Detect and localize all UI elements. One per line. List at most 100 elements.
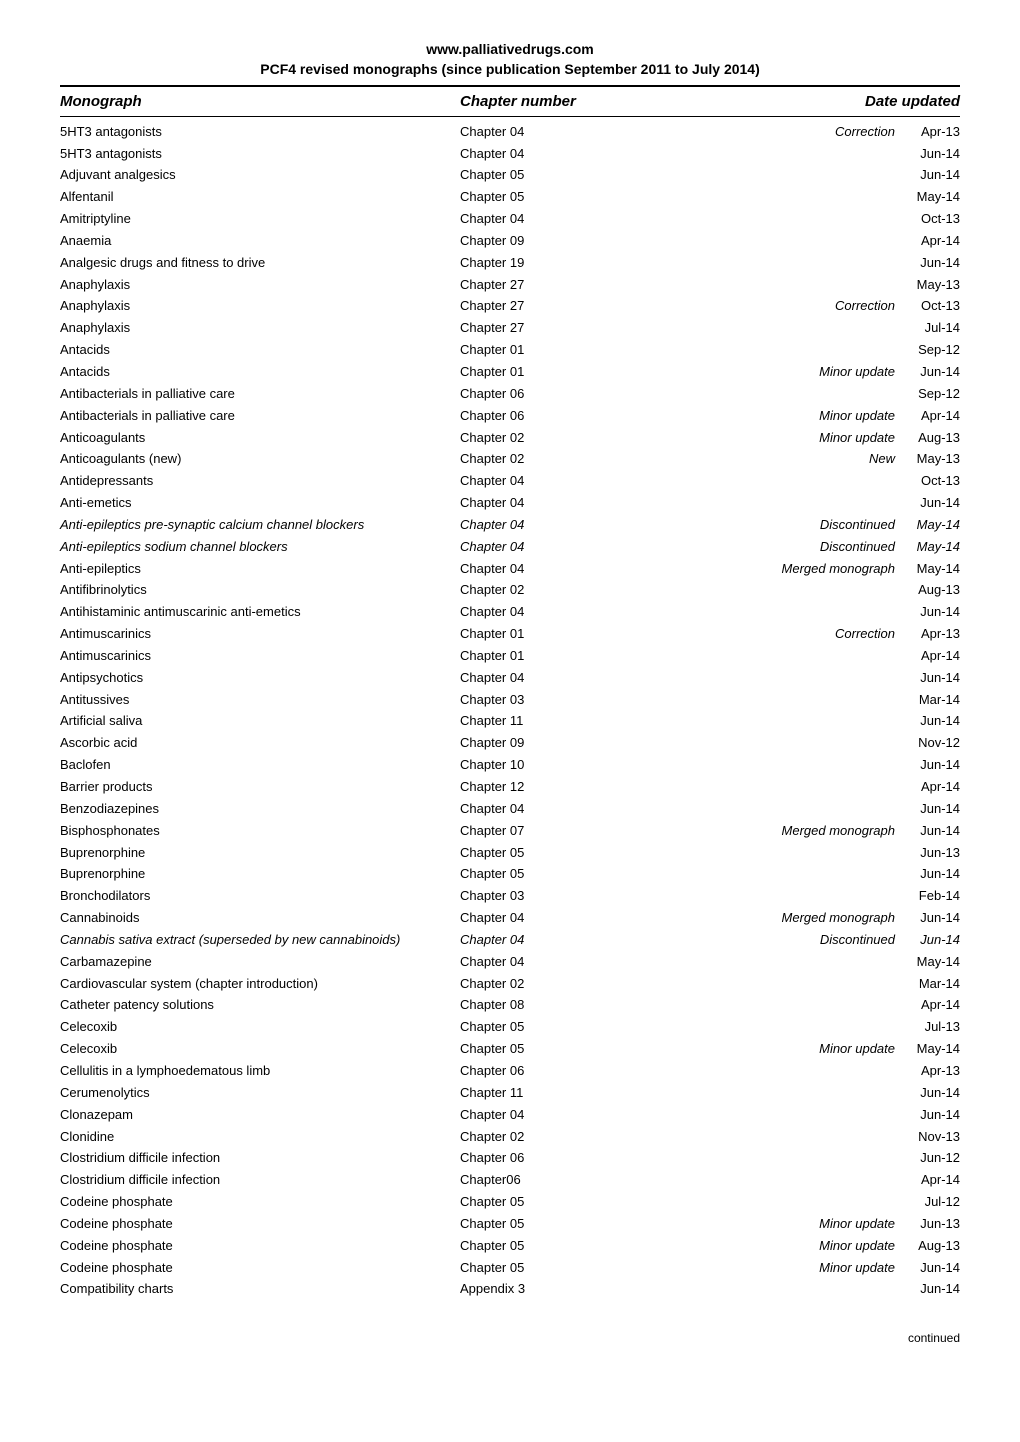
cell-note — [610, 712, 905, 731]
cell-chapter: Chapter 05 — [460, 166, 610, 185]
cell-note: Minor update — [610, 1040, 905, 1059]
cell-chapter: Chapter 04 — [460, 1106, 610, 1125]
cell-chapter: Chapter 12 — [460, 778, 610, 797]
cell-monograph: Anticoagulants (new) — [60, 450, 460, 469]
cell-date: Jun-14 — [905, 1106, 960, 1125]
cell-chapter: Chapter 05 — [460, 188, 610, 207]
cell-date: Apr-13 — [905, 1062, 960, 1081]
table-row: AntimuscarinicsChapter 01CorrectionApr-1… — [60, 624, 960, 646]
cell-date: Apr-14 — [905, 647, 960, 666]
cell-date: Jun-14 — [905, 669, 960, 688]
cell-chapter: Chapter 05 — [460, 1237, 610, 1256]
cell-chapter: Chapter 06 — [460, 385, 610, 404]
table-row: Codeine phosphateChapter 05Minor updateJ… — [60, 1213, 960, 1235]
cell-monograph: Codeine phosphate — [60, 1215, 460, 1234]
table-row: Adjuvant analgesicsChapter 05 Jun-14 — [60, 165, 960, 187]
cell-monograph: Antihistaminic antimuscarinic anti-emeti… — [60, 603, 460, 622]
cell-monograph: Carbamazepine — [60, 953, 460, 972]
cell-chapter: Chapter 04 — [460, 145, 610, 164]
table-row: CarbamazepineChapter 04May-14 — [60, 951, 960, 973]
cell-date: Jun-14 — [905, 712, 960, 731]
cell-note — [610, 975, 905, 994]
divider-under-headers — [60, 116, 960, 117]
cell-date: Jun-14 — [905, 603, 960, 622]
cell-chapter: Chapter 09 — [460, 232, 610, 251]
cell-chapter: Chapter 01 — [460, 625, 610, 644]
col-header-chapter: Chapter number — [460, 93, 660, 110]
cell-note — [610, 953, 905, 972]
cell-monograph: Artificial saliva — [60, 712, 460, 731]
cell-date: Aug-13 — [905, 581, 960, 600]
cell-note — [610, 756, 905, 775]
cell-note — [610, 887, 905, 906]
cell-note — [610, 581, 905, 600]
cell-monograph: Adjuvant analgesics — [60, 166, 460, 185]
cell-chapter: Chapter 01 — [460, 341, 610, 360]
cell-date: May-14 — [905, 953, 960, 972]
cell-date: Jun-14 — [905, 1084, 960, 1103]
cell-note — [610, 844, 905, 863]
cell-monograph: Bronchodilators — [60, 887, 460, 906]
table-row: ClonidineChapter 02 Nov-13 — [60, 1126, 960, 1148]
cell-date: Jun-14 — [905, 145, 960, 164]
cell-monograph: Catheter patency solutions — [60, 996, 460, 1015]
cell-note — [610, 734, 905, 753]
cell-chapter: Chapter 06 — [460, 407, 610, 426]
cell-note — [610, 800, 905, 819]
cell-date: Aug-13 — [905, 1237, 960, 1256]
cell-date: Jun-13 — [905, 844, 960, 863]
cell-chapter: Chapter 05 — [460, 844, 610, 863]
cell-date: Jun-14 — [905, 166, 960, 185]
cell-chapter: Chapter 02 — [460, 1128, 610, 1147]
cell-chapter: Chapter 04 — [460, 472, 610, 491]
cell-monograph: Buprenorphine — [60, 844, 460, 863]
table-row: Cannabis sativa extract (superseded by n… — [60, 929, 960, 951]
cell-monograph: Codeine phosphate — [60, 1193, 460, 1212]
cell-chapter: Chapter 01 — [460, 647, 610, 666]
table-row: Analgesic drugs and fitness to driveChap… — [60, 252, 960, 274]
cell-note — [610, 1106, 905, 1125]
cell-monograph: Buprenorphine — [60, 865, 460, 884]
cell-monograph: Bisphosphonates — [60, 822, 460, 841]
cell-monograph: Clonidine — [60, 1128, 460, 1147]
cell-monograph: Cellulitis in a lymphoedematous limb — [60, 1062, 460, 1081]
cell-date: Jun-14 — [905, 1259, 960, 1278]
cell-monograph: Clostridium difficile infection — [60, 1149, 460, 1168]
cell-date: Sep-12 — [905, 341, 960, 360]
cell-date: May-14 — [905, 516, 960, 535]
cell-chapter: Chapter 02 — [460, 975, 610, 994]
cell-note — [610, 1280, 905, 1299]
cell-date: Oct-13 — [905, 210, 960, 229]
cell-date: May-14 — [905, 188, 960, 207]
cell-monograph: Anti-emetics — [60, 494, 460, 513]
cell-chapter: Chapter 04 — [460, 123, 610, 142]
cell-monograph: Antacids — [60, 363, 460, 382]
cell-chapter: Chapter 04 — [460, 538, 610, 557]
cell-monograph: Anaphylaxis — [60, 276, 460, 295]
table-row: BuprenorphineChapter 05 Jun-13 — [60, 842, 960, 864]
cell-monograph: Antibacterials in palliative care — [60, 407, 460, 426]
cell-monograph: Antimuscarinics — [60, 647, 460, 666]
cell-note — [610, 1171, 905, 1190]
col-header-date: Date updated — [660, 93, 960, 110]
cell-date: Nov-13 — [905, 1128, 960, 1147]
cell-chapter: Chapter 05 — [460, 1018, 610, 1037]
table-row: Compatibility chartsAppendix 3Jun-14 — [60, 1279, 960, 1301]
table-row: AntidepressantsChapter 04Oct-13 — [60, 471, 960, 493]
cell-chapter: Chapter 02 — [460, 450, 610, 469]
cell-note — [610, 1062, 905, 1081]
cell-note: Minor update — [610, 1237, 905, 1256]
cell-monograph: Anaphylaxis — [60, 297, 460, 316]
footer-continued: continued — [60, 1331, 960, 1345]
table-row: Catheter patency solutionsChapter 08Apr-… — [60, 995, 960, 1017]
cell-monograph: Cannabis sativa extract (superseded by n… — [60, 931, 460, 950]
cell-monograph: Analgesic drugs and fitness to drive — [60, 254, 460, 273]
table-row: Anti-epileptics pre-synaptic calcium cha… — [60, 514, 960, 536]
cell-monograph: Antidepressants — [60, 472, 460, 491]
cell-monograph: Antacids — [60, 341, 460, 360]
table-row: CerumenolyticsChapter 11Jun-14 — [60, 1082, 960, 1104]
cell-note — [610, 385, 905, 404]
cell-chapter: Chapter 03 — [460, 691, 610, 710]
cell-date: Jun-14 — [905, 865, 960, 884]
cell-note: Minor update — [610, 1259, 905, 1278]
